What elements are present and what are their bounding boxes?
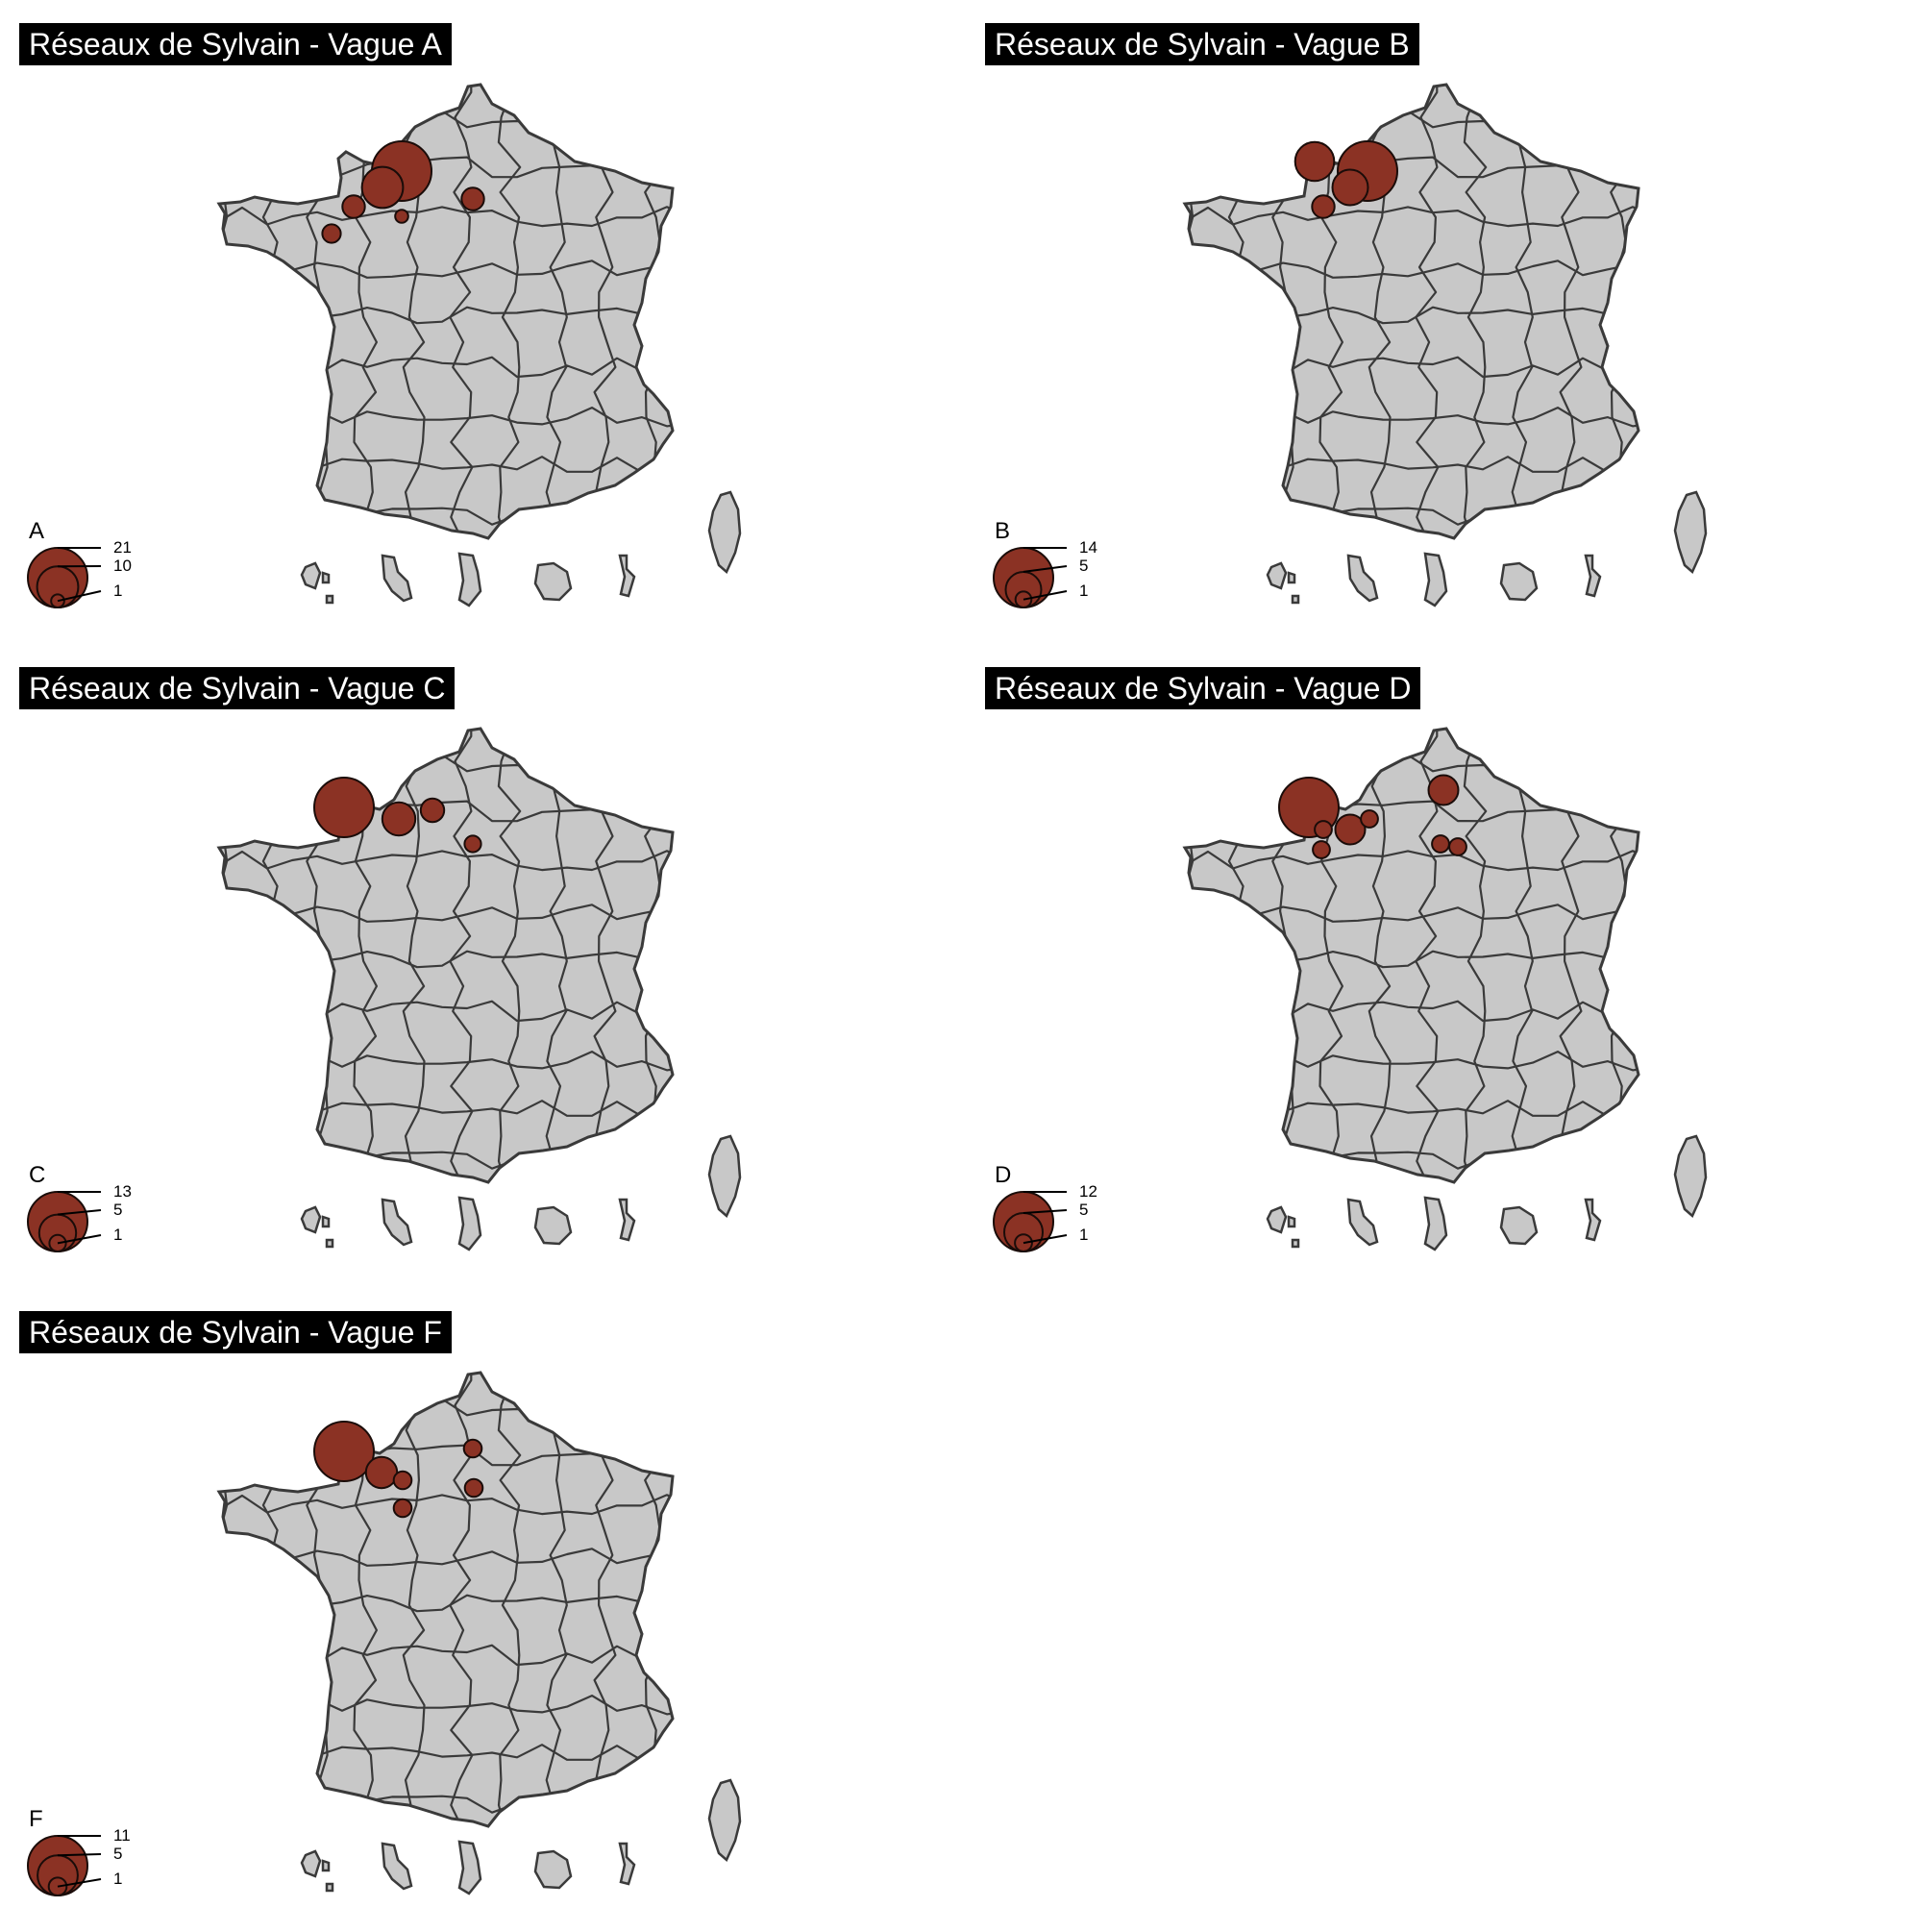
drom-mayotte — [1586, 1200, 1600, 1240]
drom-martinique — [382, 1200, 411, 1245]
legend-value: 1 — [1079, 1226, 1088, 1244]
bubble-manche — [1312, 195, 1334, 217]
mainland-france — [219, 1373, 673, 1826]
france-map: D 125 1 — [966, 644, 1922, 1288]
drom-la-reunion — [1501, 1207, 1537, 1244]
legend-letter: D — [995, 1162, 1011, 1188]
bubble-calvados — [382, 803, 415, 835]
drom-mayotte — [620, 1844, 634, 1884]
bubble-manche-nord- — [314, 1422, 374, 1481]
bubble-calvados — [362, 167, 404, 209]
mainland-france — [219, 729, 673, 1182]
bubble-marne — [464, 835, 480, 852]
legend-value: 5 — [1079, 1201, 1088, 1219]
drom-guadeloupe — [1268, 1207, 1298, 1247]
bubble-eure — [394, 1472, 412, 1490]
drom-la-reunion — [1501, 563, 1537, 600]
bubble-manche — [1315, 821, 1332, 838]
mainland-france — [1185, 729, 1639, 1182]
legend-value: 13 — [113, 1182, 132, 1201]
drom-mayotte — [620, 1200, 634, 1240]
mainland-france — [1185, 85, 1639, 538]
drom-guyane — [459, 1842, 480, 1894]
panel-title: Réseaux de Sylvain - Vague C — [19, 667, 455, 709]
bubble-calvados — [366, 1457, 397, 1488]
legend-value: 5 — [1079, 557, 1088, 575]
bubble-manche-nord- — [314, 778, 374, 837]
legend-value: 5 — [113, 1845, 122, 1863]
corsica — [1675, 1136, 1706, 1216]
drom-guyane — [459, 554, 480, 606]
legend-value: 11 — [113, 1826, 131, 1845]
legend-value: 10 — [113, 557, 132, 575]
panel-title: Réseaux de Sylvain - Vague F — [19, 1311, 452, 1353]
panel-title: Réseaux de Sylvain - Vague D — [985, 667, 1420, 709]
corsica — [1675, 492, 1706, 572]
corsica — [709, 1780, 740, 1860]
bubble-manche — [342, 195, 364, 217]
drom-guadeloupe — [302, 563, 333, 603]
drom-mayotte — [1586, 556, 1600, 596]
france-map: B 145 1 — [966, 0, 1922, 644]
bubble-eure — [1361, 810, 1378, 828]
size-legend: C 135 1 — [28, 1162, 132, 1251]
panel-title: Réseaux de Sylvain - Vague B — [985, 23, 1419, 65]
legend-value: 12 — [1079, 1182, 1097, 1201]
legend-value: 5 — [113, 1201, 122, 1219]
france-map: F 115 1 — [0, 1288, 961, 1932]
size-legend: D 125 1 — [994, 1162, 1097, 1251]
drom-guyane — [1425, 1198, 1446, 1250]
bubble-marne-est- — [1449, 838, 1466, 855]
corsica — [709, 1136, 740, 1216]
bubble-somme — [464, 1440, 482, 1458]
drom-guyane — [1425, 554, 1446, 606]
bubble-marne — [465, 1479, 483, 1498]
size-legend: B 145 1 — [994, 518, 1097, 607]
corsica — [709, 492, 740, 572]
france-map: C 135 1 — [0, 644, 961, 1288]
drom-la-reunion — [535, 563, 571, 600]
bubble-orne — [394, 1499, 412, 1518]
drom-guadeloupe — [1268, 563, 1298, 603]
legend-letter: C — [29, 1162, 45, 1188]
bubble-somme — [1429, 776, 1459, 805]
legend-value: 1 — [113, 582, 122, 600]
bubble-orne — [395, 210, 408, 223]
bubble-seine-maritime — [421, 799, 444, 822]
legend-letter: A — [29, 518, 44, 544]
size-legend: F 115 1 — [28, 1806, 131, 1895]
bubble-manche-sud- — [1313, 841, 1330, 858]
bubble-manche-nord- — [1295, 142, 1335, 182]
drom-guyane — [459, 1198, 480, 1250]
bubble-marne — [1432, 835, 1449, 853]
drom-guadeloupe — [302, 1851, 333, 1891]
legend-value: 1 — [113, 1226, 122, 1244]
legend-letter: B — [995, 518, 1010, 544]
drom-martinique — [1348, 556, 1377, 601]
drom-mayotte — [620, 556, 634, 596]
bubble-ille-et-vilaine — [322, 224, 340, 242]
legend-value: 1 — [113, 1870, 122, 1888]
drom-martinique — [1348, 1200, 1377, 1245]
drom-guadeloupe — [302, 1207, 333, 1247]
panel-title: Réseaux de Sylvain - Vague A — [19, 23, 452, 65]
mainland-france — [219, 85, 673, 538]
drom-martinique — [382, 556, 411, 601]
bubble-calvados — [1333, 170, 1368, 206]
legend-value: 1 — [1079, 582, 1088, 600]
legend-value: 14 — [1079, 538, 1097, 557]
legend-letter: F — [29, 1806, 43, 1832]
drom-la-reunion — [535, 1851, 571, 1888]
drom-martinique — [382, 1844, 411, 1889]
legend-value: 21 — [113, 538, 132, 557]
drom-la-reunion — [535, 1207, 571, 1244]
bubble-marne — [461, 187, 483, 210]
